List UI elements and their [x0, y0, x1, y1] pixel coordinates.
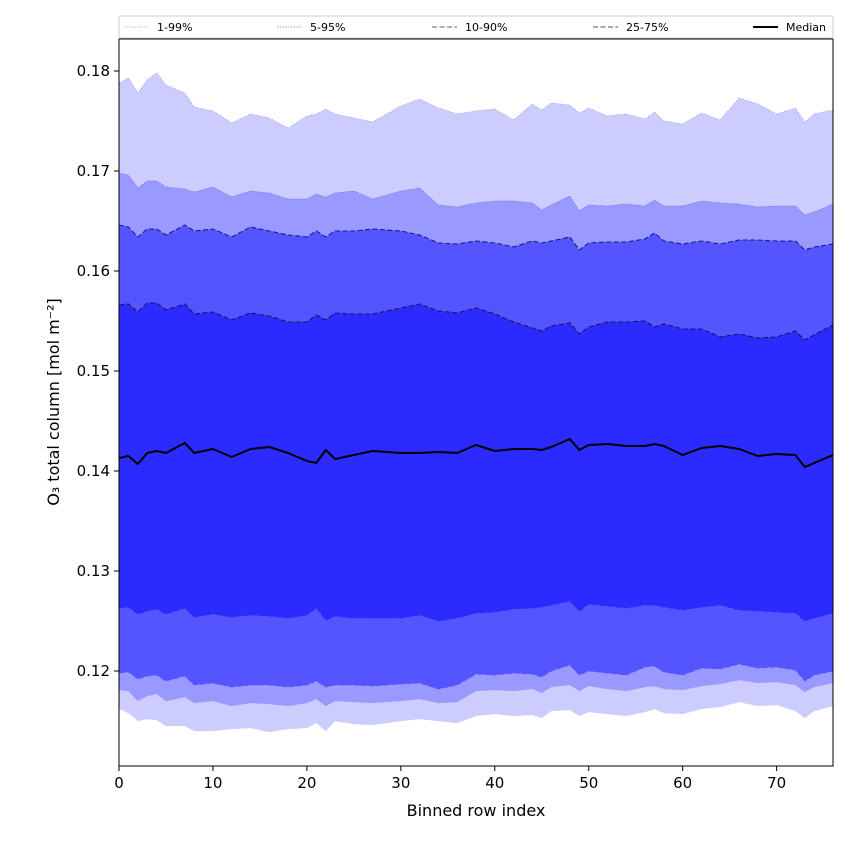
median-line — [119, 438, 833, 468]
band-upper-line-5-95% — [119, 172, 833, 216]
legend-entry: 1-99% — [157, 21, 192, 34]
y-tick-label: 0.15 — [77, 362, 110, 380]
y-tick-label: 0.14 — [77, 462, 110, 480]
axes: 0 10 20 30 40 50 60 70 0.12 0.13 0.14 0.15 0.16 0.17 0… — [77, 38, 834, 792]
y-tick-label: 0.17 — [77, 162, 110, 180]
band-upper-line-25-75% — [119, 302, 833, 341]
band-upper-line-1-99% — [119, 72, 833, 129]
legend: 1-99% 5-95% 10-90% 25-75% Median — [118, 15, 834, 39]
band-upper-line-10-90% — [119, 224, 833, 251]
legend-box — [118, 15, 834, 39]
x-tick-label: 20 — [297, 774, 316, 792]
y-tick-label: 0.12 — [77, 662, 110, 680]
band-25-75% — [119, 303, 833, 621]
plot-area — [119, 72, 833, 733]
x-axis-label: Binned row index — [407, 801, 546, 820]
band-lower-line-10-90% — [119, 663, 833, 690]
legend-entry: 5-95% — [310, 21, 345, 34]
y-tick-label: 0.18 — [77, 62, 110, 80]
legend-entry: Median — [786, 21, 826, 34]
y-axis-label: O₃ total column [mol m⁻²] — [44, 298, 63, 506]
x-tick-label: 40 — [485, 774, 504, 792]
x-tick-label: 70 — [767, 774, 786, 792]
y-tick-label: 0.16 — [77, 262, 110, 280]
x-tick-label: 0 — [114, 774, 124, 792]
band-lower-line-1-99% — [119, 701, 833, 733]
axes-frame — [118, 38, 834, 767]
x-tick-label: 60 — [673, 774, 692, 792]
band-lower-line-25-75% — [119, 600, 833, 622]
y-tick-label: 0.13 — [77, 562, 110, 580]
x-tick-label: 50 — [579, 774, 598, 792]
band-lower-line-5-95% — [119, 679, 833, 707]
legend-entry: 10-90% — [465, 21, 507, 34]
x-tick-label: 30 — [391, 774, 410, 792]
legend-entry: 25-75% — [626, 21, 668, 34]
x-tick-label: 10 — [203, 774, 222, 792]
